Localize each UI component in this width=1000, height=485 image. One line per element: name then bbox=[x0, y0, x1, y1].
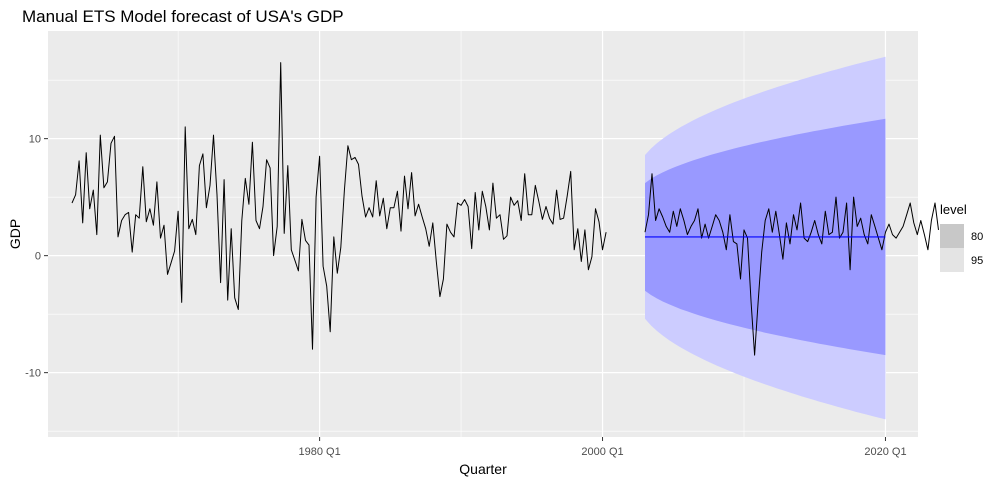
y-tick-label: 10 bbox=[29, 134, 41, 146]
x-tick-label: 2020 Q1 bbox=[864, 446, 906, 458]
y-axis-title: GDP bbox=[7, 219, 23, 249]
legend-title: level bbox=[940, 202, 967, 217]
gdp-actual-line bbox=[644, 173, 939, 356]
x-axis-title: Quarter bbox=[459, 461, 507, 477]
legend-key-80 bbox=[940, 224, 964, 248]
y-tick-label: -10 bbox=[25, 368, 41, 380]
gdp-history-line bbox=[71, 62, 607, 350]
y-axis-ticks: 10 0 -10 bbox=[25, 134, 48, 380]
legend-label-95: 95 bbox=[971, 255, 983, 267]
x-tick-label: 1980 Q1 bbox=[299, 446, 341, 458]
legend-key-95 bbox=[940, 248, 964, 272]
x-tick-label: 2000 Q1 bbox=[581, 446, 623, 458]
y-tick-label: 0 bbox=[35, 251, 41, 263]
chart-title: Manual ETS Model forecast of USA's GDP bbox=[22, 7, 344, 26]
legend: level 80 95 bbox=[940, 202, 983, 272]
series-lines bbox=[71, 62, 939, 356]
x-axis-ticks: 1980 Q1 2000 Q1 2020 Q1 bbox=[299, 437, 907, 458]
legend-label-80: 80 bbox=[971, 231, 983, 243]
